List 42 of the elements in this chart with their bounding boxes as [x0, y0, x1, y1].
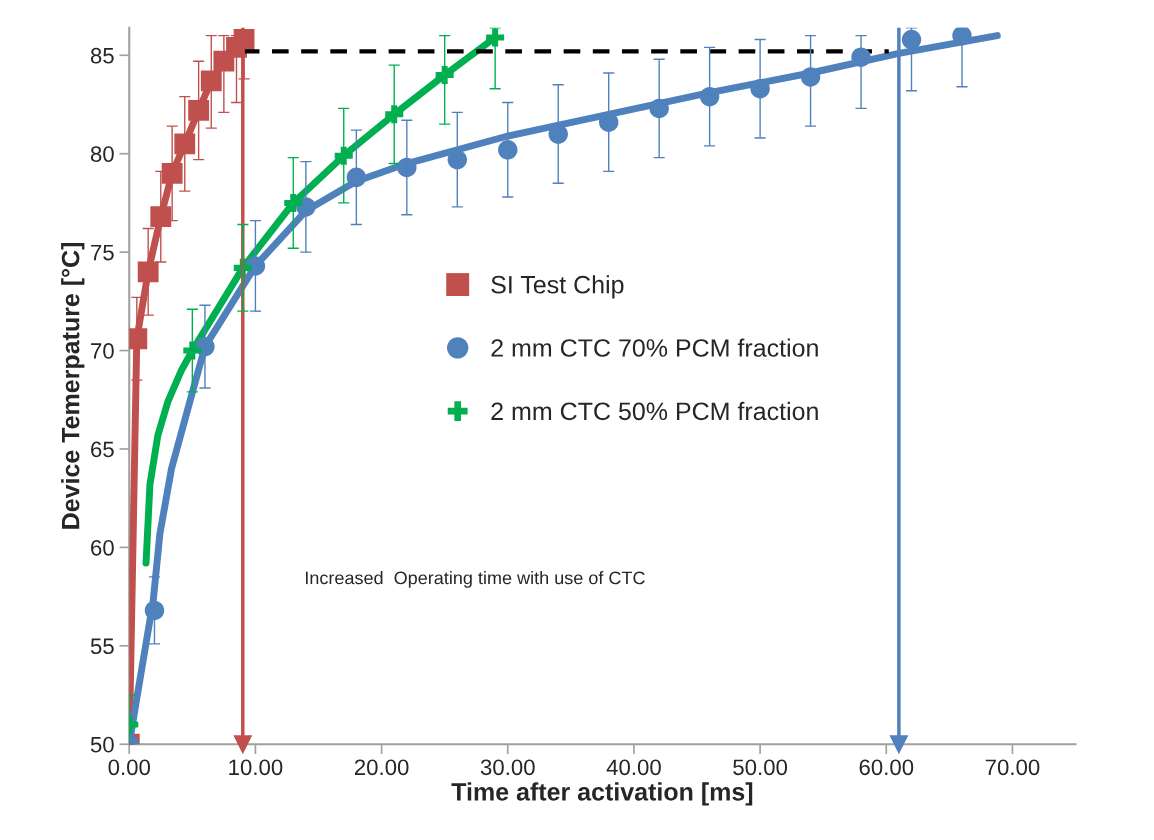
y-tick-label: 65 [91, 441, 114, 458]
point [137, 261, 159, 283]
x-tick-label: 30.00 [480, 759, 535, 776]
point [952, 27, 972, 46]
legend-label: 2 mm CTC 70% PCM fraction [491, 338, 818, 357]
x-tick-label: 40.00 [606, 759, 661, 776]
point [188, 99, 210, 121]
point [498, 140, 518, 160]
point [174, 133, 196, 155]
x-tick-label: 0.00 [108, 759, 151, 776]
point [284, 193, 303, 212]
x-tick-label: 60.00 [859, 759, 914, 776]
x-axis-title: Time after activation [ms] [451, 782, 753, 806]
point [901, 29, 922, 50]
point [161, 162, 183, 184]
point [183, 341, 202, 360]
y-axis-title: Device Temerpature [°C] [61, 242, 85, 529]
point [447, 149, 468, 170]
x-tick-label: 50.00 [733, 759, 788, 776]
point [800, 67, 821, 87]
legend-label: SI Test Chip [491, 275, 624, 299]
y-tick-label: 75 [91, 244, 114, 261]
point [548, 124, 568, 144]
annotation: Increased Operating time with use of CTC [305, 571, 645, 588]
point [699, 86, 720, 107]
point [334, 146, 353, 165]
point [200, 70, 222, 92]
x-tick-label: 20.00 [354, 759, 409, 776]
y-tick-label: 60 [91, 539, 114, 556]
y-tick-label: 85 [90, 47, 114, 64]
x-tick-label: 70.00 [985, 759, 1040, 776]
legend-label: 2 mm CTC 50% PCM fraction [491, 401, 818, 421]
x-tick-label: 10.00 [229, 759, 283, 776]
point [144, 600, 165, 621]
y-tick-label: 70 [91, 343, 114, 359]
y-tick-label: 55 [90, 638, 114, 655]
point [150, 206, 172, 228]
point [346, 167, 367, 188]
y-tick-label: 80 [90, 146, 114, 162]
y-tick-label: 50 [90, 736, 114, 753]
point [435, 65, 454, 84]
point [385, 105, 404, 124]
